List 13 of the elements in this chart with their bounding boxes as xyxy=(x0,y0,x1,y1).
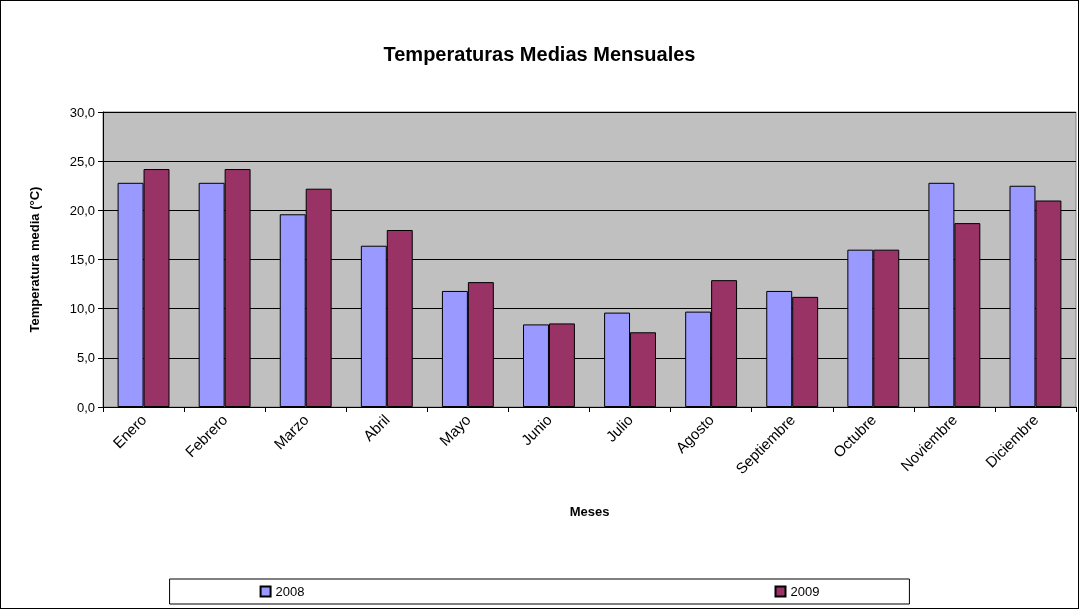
y-tick-label: 20,0 xyxy=(69,202,95,218)
y-tick-label: 25,0 xyxy=(69,153,95,169)
legend-label: 2008 xyxy=(275,584,305,599)
y-tick-label: 0,0 xyxy=(76,399,95,415)
legend-label: 2009 xyxy=(790,584,820,599)
chart-title: Temperaturas Medias Mensuales xyxy=(383,43,696,65)
y-tick-label: 5,0 xyxy=(76,350,95,366)
y-axis-title: Temperatura media (°C) xyxy=(27,186,42,333)
y-tick-label: 15,0 xyxy=(69,252,95,267)
x-tick-label: Julio xyxy=(602,410,637,445)
y-tick-label: 30,0 xyxy=(69,104,95,120)
y-tick-label: 10,0 xyxy=(69,301,95,317)
x-axis-title: Meses xyxy=(569,504,610,519)
